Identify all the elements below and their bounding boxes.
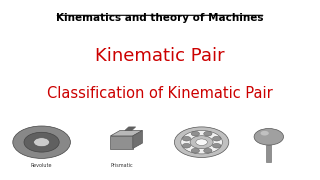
Text: Revolute: Revolute	[31, 163, 52, 168]
Circle shape	[34, 138, 50, 147]
Circle shape	[191, 148, 199, 153]
Circle shape	[182, 143, 191, 148]
Polygon shape	[110, 136, 133, 148]
Circle shape	[212, 143, 221, 148]
Polygon shape	[133, 130, 142, 148]
Circle shape	[260, 131, 269, 136]
Text: Classification of Kinematic Pair: Classification of Kinematic Pair	[47, 86, 273, 101]
Circle shape	[190, 136, 213, 149]
Circle shape	[181, 130, 222, 154]
Circle shape	[196, 139, 207, 145]
Polygon shape	[266, 145, 271, 162]
Circle shape	[174, 127, 229, 158]
Circle shape	[204, 148, 212, 153]
Circle shape	[204, 131, 212, 136]
Polygon shape	[110, 130, 142, 136]
Circle shape	[182, 136, 191, 141]
Circle shape	[254, 129, 284, 145]
Text: Kinematic Pair: Kinematic Pair	[95, 47, 225, 65]
Circle shape	[24, 132, 59, 152]
Text: Prismatic: Prismatic	[110, 163, 133, 168]
Circle shape	[191, 131, 199, 136]
Text: Kinematics and theory of Machines: Kinematics and theory of Machines	[56, 13, 264, 23]
Circle shape	[13, 126, 70, 158]
Polygon shape	[125, 127, 136, 130]
Circle shape	[212, 136, 221, 141]
